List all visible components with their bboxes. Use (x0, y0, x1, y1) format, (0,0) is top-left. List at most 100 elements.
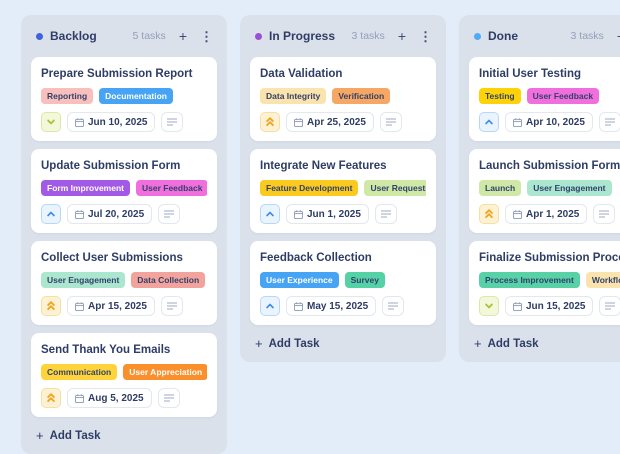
tag: Workflow (585, 272, 620, 288)
tag-list: Feature Development User Requests (260, 180, 426, 196)
due-date-chip[interactable]: Jun 1, 2025 (286, 204, 369, 224)
task-title: Send Thank You Emails (41, 344, 171, 356)
tag: Feature Development (260, 180, 359, 196)
notes-chip[interactable] (374, 204, 397, 224)
column-menu-button[interactable]: ⋮ (416, 30, 434, 43)
task-card[interactable]: Update Submission Form Form Improvement … (31, 149, 217, 233)
priority-badge[interactable] (260, 296, 280, 316)
task-meta: Jun 15, 2025 (479, 296, 620, 316)
due-date-chip[interactable]: Jun 10, 2025 (67, 112, 156, 132)
column-header: Done 3 tasks + ⋮ (469, 23, 620, 49)
due-date: Jul 20, 2025 (88, 208, 145, 220)
tag-list: Process Improvement Workflow (479, 272, 620, 288)
due-date: Apr 25, 2025 (307, 116, 366, 128)
tag: Data Collection (131, 272, 206, 288)
due-date-chip[interactable]: May 15, 2025 (286, 296, 377, 316)
priority-badge[interactable] (260, 204, 280, 224)
calendar-icon (75, 393, 84, 403)
due-date: Apr 15, 2025 (88, 300, 147, 312)
add-task-button[interactable]: + Add Task (31, 427, 106, 444)
due-date-chip[interactable]: Apr 15, 2025 (67, 296, 155, 316)
description-lines-icon (164, 210, 175, 218)
task-title: Feedback Collection (260, 252, 372, 264)
calendar-icon (513, 117, 522, 127)
notes-chip[interactable] (593, 204, 616, 224)
column-in-progress: In Progress 3 tasks + ⋮ Data Validation … (240, 15, 446, 362)
due-date-chip[interactable]: Apr 25, 2025 (286, 112, 374, 132)
tag: Launch (479, 180, 522, 196)
due-date-chip[interactable]: Aug 5, 2025 (67, 388, 152, 408)
notes-chip[interactable] (599, 296, 620, 316)
calendar-icon (513, 209, 522, 219)
due-date-chip[interactable]: Apr 10, 2025 (505, 112, 593, 132)
tag: Reporting (41, 88, 94, 104)
due-date-chip[interactable]: Jul 20, 2025 (67, 204, 153, 224)
priority-badge[interactable] (260, 112, 280, 132)
task-card[interactable]: Prepare Submission Report Reporting Docu… (31, 57, 217, 141)
column-color-dot-icon (255, 32, 262, 40)
task-card[interactable]: Collect User Submissions User Engagement… (31, 241, 217, 325)
tag: Form Improvement (41, 180, 130, 196)
task-count: 5 tasks (132, 30, 166, 42)
column-done: Done 3 tasks + ⋮ Initial User Testing Te… (459, 15, 620, 362)
priority-chevron-icon (265, 211, 275, 220)
priority-badge[interactable] (41, 296, 61, 316)
column-header: In Progress 3 tasks + ⋮ (250, 23, 436, 49)
task-card[interactable]: Launch Submission Form Launch User Engag… (469, 149, 620, 233)
task-card[interactable]: Feedback Collection User Experience Surv… (250, 241, 436, 325)
notes-chip[interactable] (379, 112, 402, 132)
task-card[interactable]: Initial User Testing Testing User Feedba… (469, 57, 620, 141)
priority-badge[interactable] (479, 296, 499, 316)
add-task-button[interactable]: + Add Task (469, 335, 544, 352)
due-date-chip[interactable]: Jun 15, 2025 (505, 296, 594, 316)
task-title: Collect User Submissions (41, 252, 183, 264)
priority-chevron-icon (265, 303, 275, 312)
task-meta: Apr 25, 2025 (260, 112, 426, 132)
calendar-icon (513, 301, 522, 311)
task-card[interactable]: Data Validation Data Integrity Verificat… (250, 57, 436, 141)
description-lines-icon (604, 118, 615, 126)
add-task-button[interactable]: + Add Task (250, 335, 325, 352)
priority-chevron-icon (484, 300, 494, 309)
task-card[interactable]: Finalize Submission Process Process Impr… (469, 241, 620, 325)
tag-list: Communication User Appreciation (41, 364, 207, 380)
priority-badge[interactable] (41, 388, 61, 408)
add-card-button[interactable]: + (614, 29, 620, 43)
calendar-icon (75, 301, 84, 311)
column-menu-button[interactable]: ⋮ (197, 30, 215, 43)
plus-icon: + (36, 428, 44, 443)
description-lines-icon (167, 118, 178, 126)
due-date: Aug 5, 2025 (88, 392, 144, 404)
calendar-icon (294, 117, 303, 127)
priority-badge[interactable] (479, 204, 499, 224)
notes-chip[interactable] (598, 112, 620, 132)
task-meta: Jun 10, 2025 (41, 112, 207, 132)
notes-chip[interactable] (160, 296, 183, 316)
task-card[interactable]: Send Thank You Emails Communication User… (31, 333, 217, 417)
task-card[interactable]: Integrate New Features Feature Developme… (250, 149, 436, 233)
task-title: Data Validation (260, 68, 343, 80)
notes-chip[interactable] (158, 204, 181, 224)
column-backlog: Backlog 5 tasks + ⋮ Prepare Submission R… (21, 15, 227, 454)
tag-list: User Engagement Data Collection (41, 272, 207, 288)
notes-chip[interactable] (157, 388, 180, 408)
tag: Process Improvement (479, 272, 580, 288)
column-title: Backlog (50, 29, 97, 43)
kanban-board: Backlog 5 tasks + ⋮ Prepare Submission R… (21, 15, 620, 454)
plus-icon: + (474, 336, 482, 351)
add-card-button[interactable]: + (176, 29, 190, 43)
column-color-dot-icon (474, 32, 481, 40)
due-date: Jun 15, 2025 (526, 300, 586, 312)
notes-chip[interactable] (161, 112, 184, 132)
notes-chip[interactable] (382, 296, 405, 316)
priority-badge[interactable] (41, 204, 61, 224)
priority-badge[interactable] (41, 112, 61, 132)
due-date-chip[interactable]: Apr 1, 2025 (505, 204, 588, 224)
description-lines-icon (385, 118, 396, 126)
priority-badge[interactable] (479, 112, 499, 132)
tag: User Engagement (41, 272, 126, 288)
add-card-button[interactable]: + (395, 29, 409, 43)
description-lines-icon (380, 210, 391, 218)
task-meta: Apr 15, 2025 (41, 296, 207, 316)
priority-chevron-icon (46, 211, 56, 220)
